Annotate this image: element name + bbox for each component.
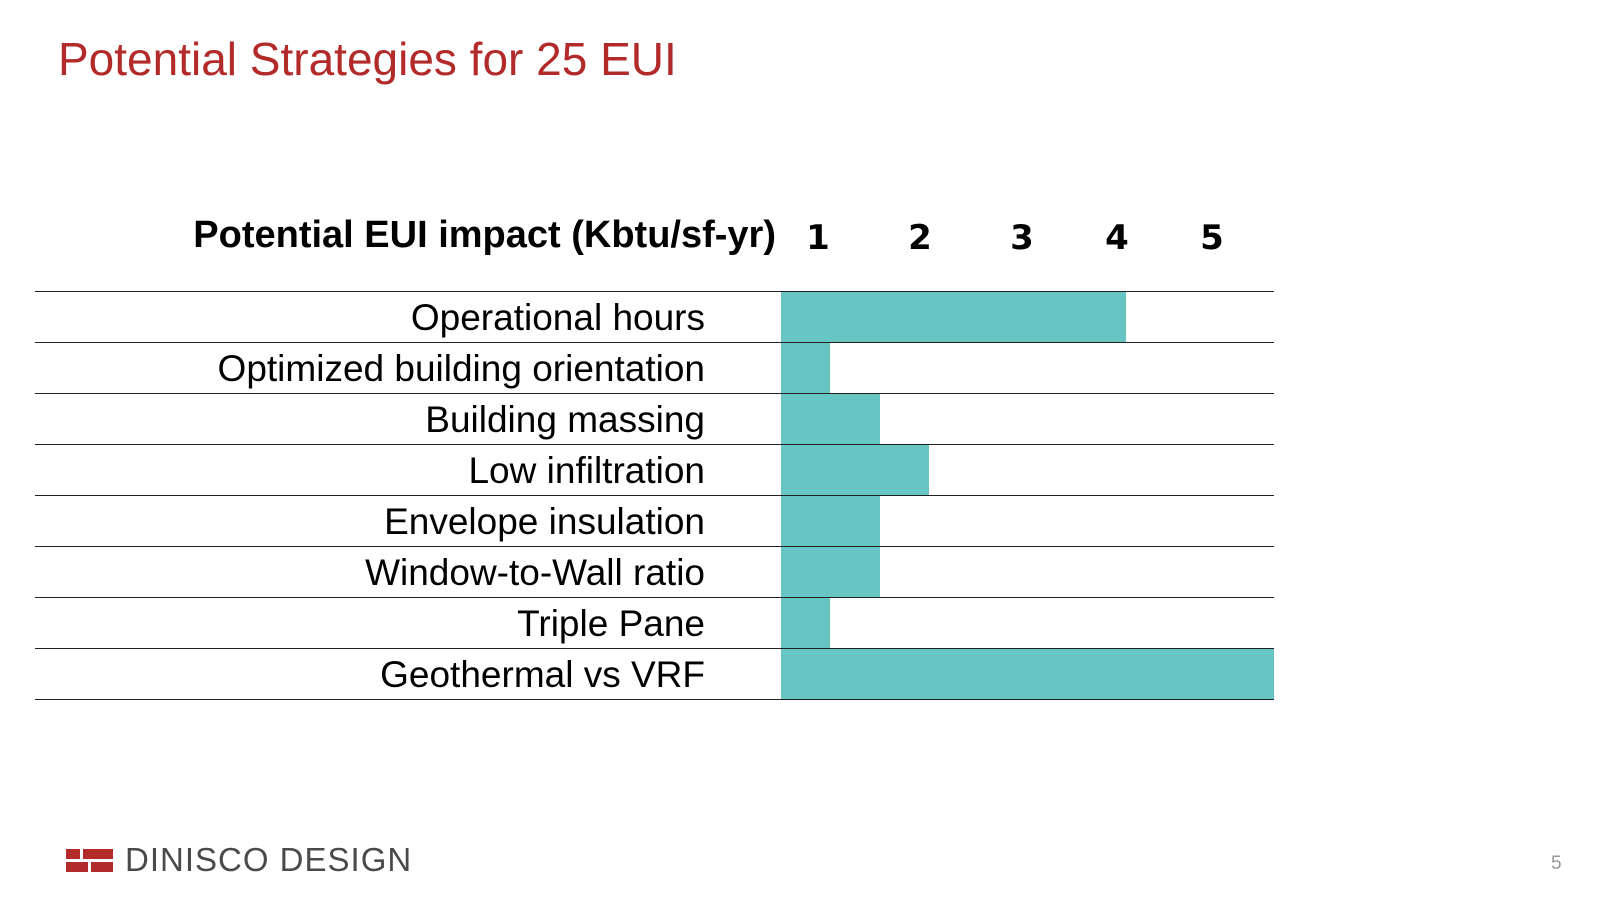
page-number: 5 (1551, 853, 1562, 874)
row-divider (35, 597, 1274, 598)
tick-label-4: 4 (1105, 218, 1129, 258)
row-divider (35, 699, 1274, 700)
row-divider (35, 444, 1274, 445)
brick-logo-icon (66, 848, 113, 872)
category-label: Geothermal vs VRF (380, 654, 705, 695)
category-label: Envelope insulation (384, 501, 705, 542)
category-label: Triple Pane (517, 603, 705, 644)
row-divider (35, 495, 1274, 496)
bar-operational-hours (781, 292, 1127, 342)
tick-label-1: 1 (806, 218, 830, 258)
bar-building-massing (781, 394, 880, 444)
row-divider (35, 342, 1274, 343)
row-divider (35, 648, 1274, 649)
category-label: Operational hours (410, 297, 705, 338)
bar-window-to-wall-ratio (781, 547, 880, 597)
row-divider (35, 393, 1274, 394)
chart-header: Potential EUI impact (Kbtu/sf-yr) (193, 214, 776, 256)
row-divider (35, 291, 1274, 292)
category-label: Building massing (425, 399, 705, 440)
bar-envelope-insulation (781, 496, 880, 546)
bar-geothermal-vs-vrf (781, 649, 1274, 699)
category-label: Low infiltration (468, 450, 705, 491)
category-label: Optimized building orientation (217, 348, 705, 389)
dinisco-logo: DINISCO DESIGN (66, 841, 412, 879)
category-label: Window-to-Wall ratio (365, 552, 705, 593)
tick-label-3: 3 (1010, 218, 1034, 258)
tick-label-5: 5 (1200, 218, 1224, 258)
row-divider (35, 546, 1274, 547)
tick-label-2: 2 (908, 218, 932, 258)
bar-triple-pane (781, 598, 831, 648)
slide-title: Potential Strategies for 25 EUI (58, 33, 677, 85)
bar-optimized-building-orientation (781, 343, 831, 393)
bar-low-infiltration (781, 445, 929, 495)
logo-text: DINISCO DESIGN (125, 841, 413, 878)
